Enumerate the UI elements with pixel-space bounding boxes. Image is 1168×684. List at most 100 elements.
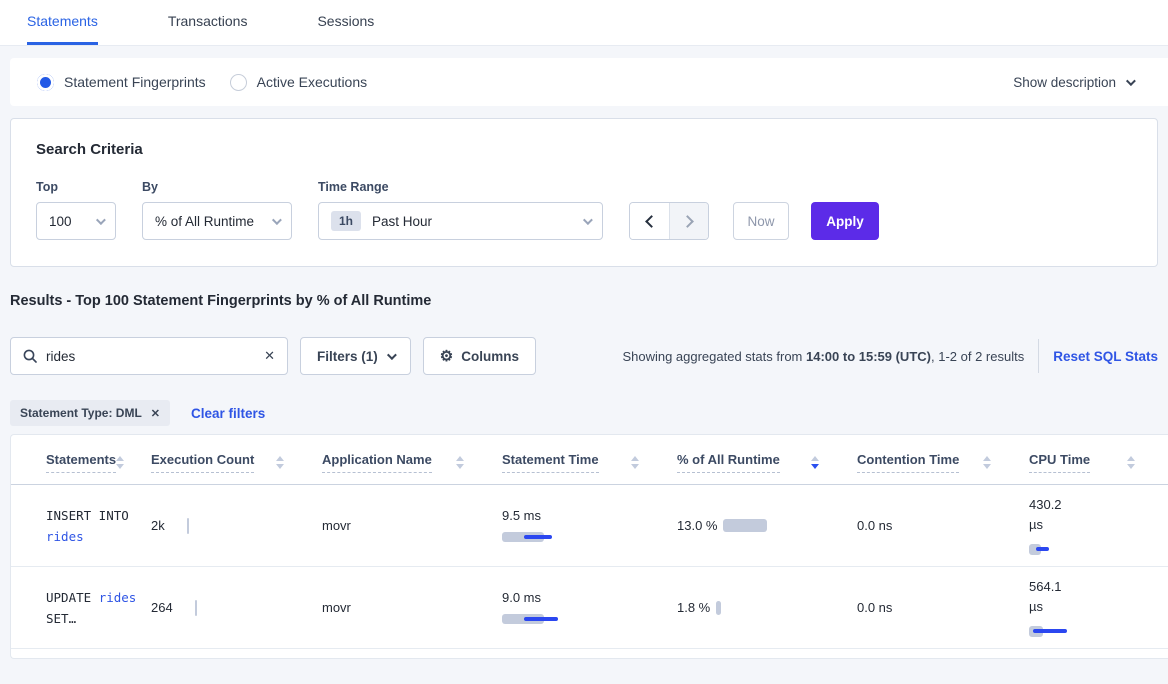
gear-icon: ⚙: [439, 347, 454, 365]
results-controls-row: ✕ Filters (1) ⚙ Columns Showing aggregat…: [10, 337, 1158, 375]
chevron-right-icon: [681, 214, 694, 228]
statements-table: Statements Execution Count Application N…: [10, 434, 1168, 659]
show-description-toggle[interactable]: Show description: [1013, 74, 1136, 90]
execution-count-cell: 264: [151, 599, 322, 616]
statement-line-1: UPDATE rides: [46, 589, 137, 605]
next-time-range-button[interactable]: [669, 203, 708, 239]
column-header-application-name[interactable]: Application Name: [322, 452, 502, 473]
chevron-down-icon: [582, 214, 593, 225]
sort-icon-active-desc[interactable]: [811, 456, 819, 469]
statement-cell: UPDATE rides SET…: [11, 587, 151, 629]
top-select[interactable]: 100: [36, 202, 116, 240]
search-input[interactable]: [46, 348, 265, 364]
top-label: Top: [36, 180, 58, 194]
chevron-down-icon: [386, 349, 397, 360]
sort-icon[interactable]: [276, 456, 284, 469]
columns-button[interactable]: ⚙ Columns: [422, 337, 536, 375]
sort-icon[interactable]: [631, 456, 639, 469]
remove-filter-icon[interactable]: ✕: [150, 407, 161, 420]
search-criteria-title: Search Criteria: [36, 141, 143, 158]
table-row: UPDATE rides SET… 264 movr 9.0 ms 1.8 % …: [11, 567, 1168, 649]
statement-time-cell: 9.0 ms: [502, 590, 677, 626]
columns-button-label: Columns: [461, 348, 519, 364]
column-header-pct-of-all-runtime[interactable]: % of All Runtime: [677, 452, 857, 473]
radio-statement-fingerprints[interactable]: Statement Fingerprints: [37, 73, 206, 91]
application-name-cell: movr: [322, 518, 351, 533]
execution-count-bar: [194, 599, 197, 616]
statement-link[interactable]: rides: [46, 528, 84, 544]
search-box[interactable]: ✕: [10, 337, 288, 375]
column-header-contention-time[interactable]: Contention Time: [857, 452, 1029, 473]
statement-line-1: INSERT INTO: [46, 507, 129, 523]
sort-icon[interactable]: [983, 456, 991, 469]
previous-time-range-button[interactable]: [630, 203, 669, 239]
tab-statements[interactable]: Statements: [27, 0, 98, 45]
search-icon: [23, 349, 37, 363]
reset-sql-stats-link[interactable]: Reset SQL Stats: [1053, 348, 1158, 364]
contention-time-cell: 0.0 ns: [857, 518, 893, 533]
search-criteria-card: Search Criteria Top 100 By % of All Runt…: [10, 118, 1158, 267]
pct-of-runtime-cell: 1.8 %: [677, 598, 857, 618]
by-field: By % of All Runtime: [142, 180, 292, 240]
stats-prefix: Showing aggregated stats from: [622, 348, 806, 364]
vertical-divider: [1038, 339, 1040, 373]
application-name-cell: movr: [322, 600, 351, 615]
pct-of-runtime-bar: [716, 600, 722, 615]
top-field: Top 100: [36, 180, 116, 240]
tab-bar: Statements Transactions Sessions: [0, 0, 1168, 46]
statement-time-bar: [502, 530, 677, 544]
statement-time-bar: [502, 612, 677, 626]
aggregated-stats-text: Showing aggregated stats from 14:00 to 1…: [622, 349, 1024, 364]
statement-link[interactable]: rides: [98, 589, 137, 605]
statement-time-cell: 9.5 ms: [502, 508, 677, 544]
filter-chip-label: Statement Type: DML: [20, 406, 142, 420]
now-button[interactable]: Now: [733, 202, 789, 240]
column-header-statement-time[interactable]: Statement Time: [502, 452, 677, 473]
contention-time-cell: 0.0 ns: [857, 600, 893, 615]
cpu-time-cell: 564.1 µs: [1029, 577, 1149, 638]
apply-button[interactable]: Apply: [811, 202, 879, 240]
by-select[interactable]: % of All Runtime: [142, 202, 292, 240]
radio-selected-icon[interactable]: [37, 73, 54, 91]
sort-icon[interactable]: [1127, 456, 1135, 469]
column-header-execution-count[interactable]: Execution Count: [151, 452, 322, 473]
time-range-select[interactable]: 1h Past Hour: [318, 202, 603, 240]
column-header-statements[interactable]: Statements: [11, 452, 151, 473]
table-header-row: Statements Execution Count Application N…: [11, 435, 1168, 485]
radio-unselected-icon[interactable]: [229, 73, 247, 91]
radio-label: Active Executions: [256, 74, 368, 90]
chevron-left-icon: [644, 214, 658, 228]
chevron-down-icon: [95, 214, 106, 225]
radio-active-executions[interactable]: Active Executions: [229, 73, 368, 91]
pct-of-runtime-cell: 13.0 %: [677, 516, 857, 536]
clear-filters-link[interactable]: Clear filters: [191, 405, 266, 421]
filter-chip-statement-type[interactable]: Statement Type: DML ✕: [10, 400, 171, 426]
chevron-down-icon: [1125, 75, 1136, 86]
view-toggle-bar: Statement Fingerprints Active Executions…: [10, 58, 1168, 106]
column-header-cpu-time[interactable]: CPU Time: [1029, 452, 1149, 473]
filter-chips-row: Statement Type: DML ✕ Clear filters: [10, 400, 1158, 426]
cpu-time-cell: 430.2 µs: [1029, 495, 1149, 556]
cpu-time-bar: [1029, 624, 1135, 638]
time-range-badge: 1h: [331, 211, 362, 231]
tab-sessions[interactable]: Sessions: [317, 13, 375, 29]
chevron-down-icon: [271, 214, 282, 225]
show-description-label: Show description: [1013, 74, 1116, 90]
tab-transactions[interactable]: Transactions: [167, 13, 248, 29]
by-select-value: % of All Runtime: [155, 213, 255, 229]
sort-icon[interactable]: [456, 456, 464, 469]
execution-count-bar: [186, 517, 189, 534]
time-range-label: Time Range: [318, 180, 389, 194]
radio-label: Statement Fingerprints: [64, 74, 206, 90]
time-range-value: Past Hour: [372, 213, 433, 229]
pct-of-runtime-bar: [723, 519, 768, 533]
sort-icon[interactable]: [116, 456, 125, 469]
stats-suffix: , 1-2 of 2 results: [930, 348, 1025, 364]
filters-button-label: Filters (1): [317, 348, 378, 364]
filters-button[interactable]: Filters (1): [300, 337, 411, 375]
statement-line-2: SET…: [46, 610, 77, 626]
top-select-value: 100: [49, 213, 72, 229]
statement-line-2: rides: [46, 526, 151, 547]
time-range-field: Time Range 1h Past Hour: [318, 180, 603, 240]
clear-search-icon[interactable]: ✕: [264, 348, 275, 363]
